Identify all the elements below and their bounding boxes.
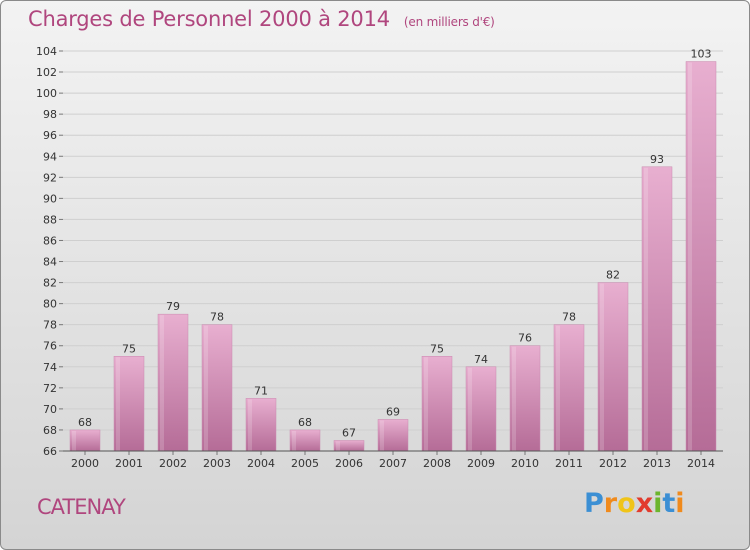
- proxiti-logo: Proxiti: [584, 488, 685, 519]
- bar: [421, 356, 453, 452]
- logo-letter: i: [653, 488, 663, 519]
- x-tick-label: 2010: [511, 457, 539, 470]
- bar-highlight: [336, 441, 340, 451]
- x-tick-label: 2002: [159, 457, 187, 470]
- bar: [597, 282, 629, 452]
- y-tick-label: 94: [43, 150, 57, 163]
- y-axis-ticks: 66 68 70 72 74 76 78 80 82 84 86 88 90 92 94 96 98 100 102…: [36, 45, 63, 458]
- chart-title-text: Charges de Personnel 2000 à 2014: [28, 7, 390, 31]
- y-tick-label: 82: [43, 277, 57, 290]
- y-tick-label: 78: [43, 319, 57, 332]
- x-tick-label: 2013: [643, 457, 671, 470]
- x-tick-label: 2000: [71, 457, 99, 470]
- y-tick-label: 74: [43, 361, 57, 374]
- x-tick-label: 2007: [379, 457, 407, 470]
- bar-highlight: [512, 346, 516, 451]
- logo-letter: x: [635, 488, 654, 519]
- bar-value-label: 103: [691, 48, 712, 61]
- bar-value-label: 75: [430, 342, 444, 355]
- y-tick-label: 104: [36, 45, 57, 58]
- y-tick-label: 70: [43, 403, 57, 416]
- bar-value-label: 76: [518, 332, 532, 345]
- bars: 68 75 79 78 71 68 67 69 75 74 76 78 82 93 103: [69, 48, 717, 452]
- x-tick-label: 2001: [115, 457, 143, 470]
- bar: [377, 419, 409, 452]
- x-tick-label: 2003: [203, 457, 231, 470]
- logo-letter: o: [617, 488, 636, 519]
- bar-value-label: 75: [122, 342, 136, 355]
- logo-letter: P: [584, 488, 604, 519]
- bar: [245, 398, 277, 452]
- bar: [509, 345, 541, 452]
- bar-value-label: 93: [650, 153, 664, 166]
- bar-value-label: 74: [474, 353, 488, 366]
- bar-highlight: [72, 430, 76, 451]
- x-tick-label: 2009: [467, 457, 495, 470]
- logo-letter: t: [662, 488, 676, 519]
- y-tick-label: 92: [43, 171, 57, 184]
- x-tick-label: 2014: [687, 457, 715, 470]
- bar-value-label: 78: [562, 311, 576, 324]
- x-tick-label: 2004: [247, 457, 275, 470]
- y-tick-label: 90: [43, 192, 57, 205]
- bar-value-label: 68: [298, 416, 312, 429]
- bar-value-label: 82: [606, 269, 620, 282]
- bar: [465, 366, 497, 452]
- y-tick-label: 88: [43, 213, 57, 226]
- bar-highlight: [644, 167, 648, 451]
- y-tick-label: 76: [43, 340, 57, 353]
- bar: [685, 61, 717, 452]
- bar: [641, 166, 673, 452]
- logo-letter: r: [603, 488, 618, 519]
- chart-title: Charges de Personnel 2000 à 2014 (en mill…: [28, 7, 495, 31]
- x-tick-label: 2011: [555, 457, 583, 470]
- y-tick-label: 102: [36, 66, 57, 79]
- place-name: CATENAY: [37, 495, 126, 519]
- bar-value-label: 78: [210, 311, 224, 324]
- logo-letter: i: [675, 488, 685, 519]
- x-tick-label: 2006: [335, 457, 363, 470]
- bar-value-label: 71: [254, 384, 268, 397]
- x-axis-ticks: 2000 2001 2002 2003 2004 2005 2006 2007 2008 2009…: [71, 451, 715, 470]
- y-tick-label: 100: [36, 87, 57, 100]
- x-tick-label: 2008: [423, 457, 451, 470]
- bar-highlight: [468, 367, 472, 451]
- bar-highlight: [292, 430, 296, 451]
- x-tick-label: 2005: [291, 457, 319, 470]
- bar-value-label: 68: [78, 416, 92, 429]
- y-tick-label: 96: [43, 129, 57, 142]
- bar-value-label: 69: [386, 405, 400, 418]
- bar-value-label: 67: [342, 426, 356, 439]
- bar: [553, 324, 585, 452]
- bar-highlight: [688, 62, 692, 452]
- x-tick-label: 2012: [599, 457, 627, 470]
- y-tick-label: 86: [43, 234, 57, 247]
- bar-highlight: [204, 325, 208, 451]
- y-tick-label: 80: [43, 298, 57, 311]
- y-tick-label: 68: [43, 424, 57, 437]
- y-tick-label: 84: [43, 256, 57, 269]
- bar-highlight: [556, 325, 560, 451]
- bar-highlight: [424, 357, 428, 451]
- y-tick-label: 72: [43, 382, 57, 395]
- bar-value-label: 79: [166, 300, 180, 313]
- bar-highlight: [380, 420, 384, 451]
- y-tick-label: 98: [43, 108, 57, 121]
- bar: [201, 324, 233, 452]
- bar-highlight: [116, 357, 120, 451]
- bar: [113, 356, 145, 452]
- y-tick-label: 66: [43, 445, 57, 458]
- bar-highlight: [600, 283, 604, 451]
- bar-highlight: [248, 399, 252, 451]
- chart-subtitle: (en milliers d'€): [403, 15, 495, 29]
- bar: [157, 313, 189, 452]
- bar-highlight: [160, 315, 164, 451]
